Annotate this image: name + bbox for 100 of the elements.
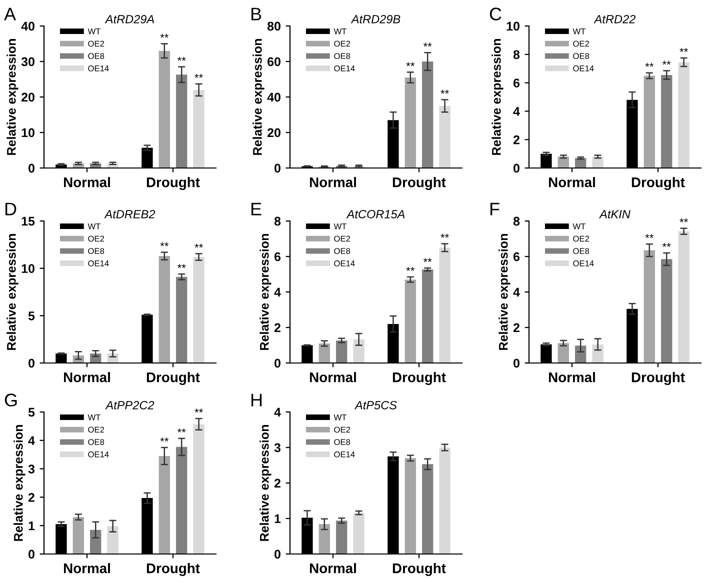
y-axis-title: Relative expression — [260, 234, 272, 350]
y-tick-label: 6 — [513, 252, 520, 262]
chart-title: AtRD29A — [104, 14, 154, 24]
x-tick-label: Drought — [146, 372, 200, 386]
x-tick-label: Normal — [549, 177, 595, 188]
data-label: ** — [160, 34, 169, 38]
y-tick-label: 2 — [513, 135, 520, 144]
data-label: ** — [177, 428, 186, 432]
y-tick-label: 8 — [274, 216, 281, 226]
data-label: ** — [194, 244, 203, 248]
legend-label: OE2 — [334, 40, 350, 47]
data-label: ** — [680, 48, 688, 52]
y-tick-label: 2 — [274, 323, 280, 332]
text: H — [251, 394, 262, 406]
y-tick-label: 6 — [513, 78, 520, 88]
data-label: ** — [194, 408, 203, 412]
y-tick-label: 0 — [28, 550, 34, 559]
legend-label: WT — [88, 414, 101, 420]
y-tick-label: 4 — [274, 408, 281, 417]
text: G — [4, 394, 17, 406]
y-tick-label: 2 — [274, 478, 280, 488]
data-label: ** — [645, 62, 654, 67]
y-tick-label: 8 — [513, 216, 520, 226]
data-label: ** — [680, 218, 688, 222]
legend-label: OE2 — [334, 426, 350, 433]
y-tick-label: 3 — [28, 464, 35, 474]
x-tick-label: Drought — [632, 372, 685, 386]
legend-label: OE14 — [88, 451, 109, 458]
x-tick-label: Normal — [64, 372, 110, 382]
x-tick-label: Normal — [64, 563, 110, 574]
chart-title: AtKIN — [599, 210, 630, 218]
legend-label: WT — [334, 223, 347, 230]
legend-label: WT — [572, 223, 586, 230]
x-tick-label: Normal — [64, 177, 110, 188]
legend-label: OE2 — [88, 236, 104, 242]
y-tick-label: 5 — [28, 408, 35, 417]
y-axis-title: Relative expression — [6, 234, 18, 350]
y-tick-label: 0 — [274, 358, 280, 368]
y-axis-title: Relative expression — [252, 39, 264, 155]
legend-label: OE2 — [573, 40, 590, 47]
data-label: ** — [160, 242, 169, 246]
legend-label: OE2 — [88, 40, 104, 47]
data-label: ** — [440, 90, 449, 94]
legend-label: OE2 — [88, 426, 104, 433]
legend-label: WT — [334, 28, 347, 34]
data-label: ** — [406, 266, 415, 271]
text: E — [251, 202, 262, 216]
legend-label: OE14 — [573, 65, 594, 72]
legend-label: OE2 — [334, 236, 350, 242]
data-label: ** — [423, 258, 432, 262]
y-tick-label: 3 — [274, 443, 281, 452]
legend-label: OE8 — [88, 53, 104, 59]
data-label: ** — [177, 56, 186, 61]
x-tick-label: Normal — [549, 372, 595, 382]
y-tick-label: 40 — [21, 22, 34, 31]
text: A — [4, 8, 16, 20]
y-axis-title: Relative expression — [6, 39, 18, 155]
y-tick-label: 60 — [268, 57, 280, 66]
text: B — [251, 8, 262, 20]
legend-label: OE14 — [88, 260, 109, 266]
legend-label: WT — [334, 414, 347, 420]
y-tick-label: 6 — [274, 252, 281, 262]
legend-label: OE14 — [334, 65, 355, 72]
legend-label: OE8 — [88, 439, 104, 445]
x-tick-label: Normal — [310, 563, 356, 574]
legend-label: OE8 — [573, 53, 590, 59]
y-tick-label: 0 — [514, 164, 520, 173]
y-tick-label: 10 — [22, 264, 34, 273]
x-tick-label: Drought — [392, 563, 446, 576]
y-axis-title: Relative expression — [14, 425, 26, 541]
y-tick-label: 8 — [513, 50, 520, 60]
chart-title: AtPP2C2 — [105, 400, 154, 410]
y-tick-label: 10 — [506, 22, 520, 31]
x-tick-label: Normal — [310, 177, 356, 188]
legend-label: WT — [88, 223, 101, 230]
x-tick-label: Drought — [146, 177, 200, 190]
legend-label: WT — [88, 28, 101, 34]
data-label: ** — [177, 264, 186, 268]
legend-label: OE14 — [334, 451, 355, 458]
y-tick-label: 1 — [28, 522, 35, 530]
y-tick-label: 4 — [274, 288, 281, 297]
legend-label: OE8 — [88, 248, 104, 254]
chart-title: AtCOR15A — [346, 210, 405, 218]
legend-label: OE14 — [88, 65, 109, 72]
x-tick-label: Normal — [310, 372, 356, 382]
x-tick-label: Drought — [392, 372, 446, 386]
y-tick-label: 4 — [513, 107, 520, 116]
y-tick-label: 5 — [28, 312, 35, 320]
y-tick-label: 0 — [274, 164, 280, 173]
data-label: ** — [662, 60, 671, 65]
y-tick-label: 4 — [28, 436, 35, 445]
y-tick-label: 20 — [22, 92, 34, 102]
legend-label: OE8 — [334, 439, 350, 445]
y-tick-label: 0 — [28, 164, 34, 173]
y-axis-title: Relative expression — [498, 234, 510, 350]
legend-label: OE8 — [573, 248, 590, 254]
y-axis-title: Relative expression — [260, 425, 272, 541]
y-tick-label: 0 — [514, 358, 520, 368]
legend-label: OE2 — [573, 236, 590, 242]
legend-label: OE8 — [334, 248, 350, 254]
